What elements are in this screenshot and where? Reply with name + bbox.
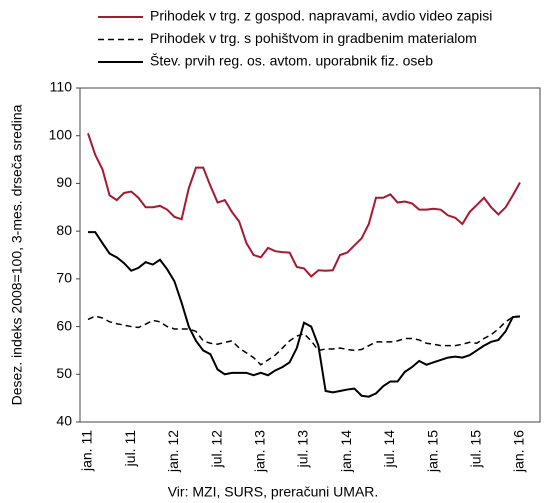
x-tick-label: jan. 14 (338, 430, 354, 473)
y-tick-label: 100 (49, 126, 73, 142)
x-tick-label: jul. 11 (122, 430, 138, 468)
data-line (87, 315, 521, 366)
x-tick-label: jan. 13 (252, 430, 268, 473)
y-tick-label: 110 (50, 79, 73, 95)
plot-frame (79, 87, 541, 423)
y-tick-label: 60 (56, 317, 72, 333)
x-tick-label: jan. 16 (511, 430, 527, 473)
y-tick-label: 70 (56, 270, 72, 286)
legend-label: Štev. prvih reg. os. avtom. uporabnik fi… (150, 53, 433, 69)
data-line (87, 133, 521, 278)
legend-label: Prihodek v trg. z gospod. napravami, avd… (150, 8, 492, 24)
x-tick-label: jul. 13 (295, 430, 311, 469)
x-tick-label: jan. 11 (79, 430, 95, 472)
y-tick-label: 40 (56, 413, 72, 429)
x-tick-label: jan. 12 (165, 430, 181, 473)
legend-label: Prihodek v trg. s pohištvom in gradbenim… (150, 30, 477, 46)
y-axis-title: Desez. indeks 2008=100, 3-mes. drseča sr… (9, 104, 25, 405)
data-line (88, 231, 521, 398)
y-tick-label: 50 (56, 365, 72, 381)
x-tick-label: jul. 15 (468, 430, 484, 469)
x-tick-label: jul. 14 (381, 430, 397, 469)
y-tick-label: 80 (56, 222, 72, 238)
y-tick-label: 90 (56, 174, 72, 190)
x-tick-label: jan. 15 (424, 430, 440, 473)
source-note: Vir: MZI, SURS, preračuni UMAR. (168, 484, 379, 500)
x-tick-label: jul. 12 (208, 430, 224, 469)
